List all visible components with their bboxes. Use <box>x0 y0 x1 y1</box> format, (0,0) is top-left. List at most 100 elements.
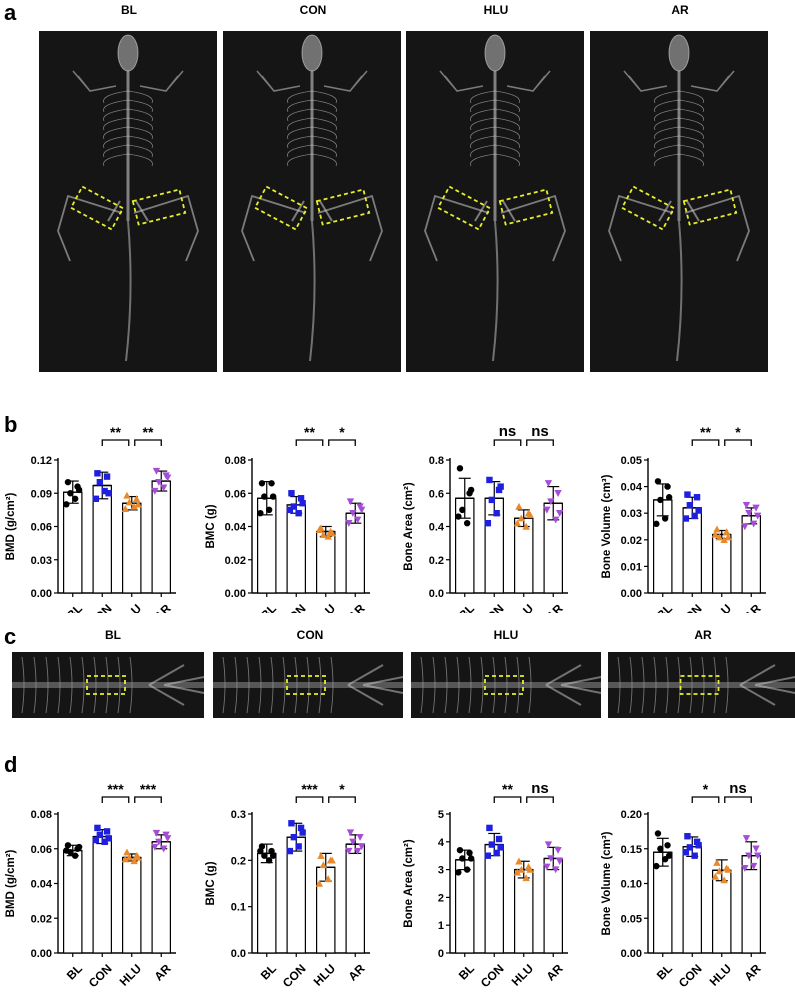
y-tick-label: 0.2 <box>231 855 246 867</box>
significance-label: * <box>703 781 709 797</box>
rib <box>470 90 520 104</box>
chart-svg: BMC (g)0.00.10.20.3BL CON HLU AR*** * <box>205 781 370 990</box>
rib <box>654 144 704 158</box>
xray-spine-hlu <box>411 652 601 718</box>
forelimb-left <box>72 70 117 92</box>
data-point-con <box>94 470 101 477</box>
bar-hlu <box>514 868 534 954</box>
data-point-bl <box>459 855 466 862</box>
significance-bracket <box>724 439 752 446</box>
data-point-con <box>682 849 690 856</box>
rib <box>103 117 153 131</box>
data-point-con <box>101 838 108 845</box>
xray-spine <box>213 656 403 714</box>
x-tick-label-ar: AR <box>543 961 565 983</box>
data-point-bl <box>258 480 266 487</box>
significance-bracket <box>295 439 324 446</box>
data-point-hlu <box>315 526 324 534</box>
panel-letter-d: d <box>4 752 18 777</box>
rib <box>470 108 520 122</box>
y-tick-label: 0.3 <box>231 809 246 821</box>
significance-label: * <box>735 424 741 440</box>
rib <box>287 144 337 158</box>
data-point-con <box>486 824 493 832</box>
hindlimb-left <box>424 194 490 262</box>
data-point-bl <box>261 852 268 859</box>
bar-hlu <box>316 530 336 594</box>
image-label-bl: BL <box>121 3 137 17</box>
panel-letter-c: c <box>4 624 17 649</box>
y-tick-label: 0.05 <box>621 913 642 925</box>
data-point-bl <box>665 494 673 501</box>
x-tick-label-con: CON <box>676 601 705 613</box>
significance-bracket <box>101 796 130 803</box>
data-point-con <box>101 487 108 495</box>
forelimb-right <box>690 70 735 92</box>
significance-bracket <box>691 796 720 803</box>
image-label-c-hlu: HLU <box>493 628 519 642</box>
data-point-bl <box>657 845 664 852</box>
x-tick-label-con: CON <box>478 961 507 990</box>
data-point-con <box>691 852 698 859</box>
data-point-bl <box>657 496 664 504</box>
rib <box>103 135 153 149</box>
data-point-con <box>290 503 298 510</box>
data-point-ar <box>357 506 366 514</box>
y-tick-label: 4 <box>438 837 445 849</box>
x-tick-label-bl: BL <box>456 601 477 613</box>
pelvis <box>347 664 403 706</box>
data-point-hlu <box>513 868 522 876</box>
data-point-hlu <box>724 533 732 541</box>
bar-ar <box>543 857 563 954</box>
rib <box>103 90 153 104</box>
hindlimb-right <box>317 194 383 262</box>
data-point-bl <box>455 513 462 520</box>
hindlimb-left <box>57 194 123 262</box>
rib <box>470 99 520 113</box>
data-point-bl <box>265 506 273 514</box>
xray-spine <box>12 656 204 714</box>
data-point-bl <box>653 520 660 528</box>
data-point-bl <box>269 493 277 500</box>
roi-box-left <box>69 185 125 231</box>
data-point-bl <box>269 852 277 859</box>
xray-image-con <box>223 31 401 372</box>
rib <box>654 153 704 167</box>
data-point-bl <box>64 842 72 849</box>
data-point-ar <box>544 480 553 487</box>
data-point-con <box>286 506 294 514</box>
data-point-bl <box>653 862 660 870</box>
rib <box>470 117 520 131</box>
tail <box>309 220 316 362</box>
y-axis-label: Bone Volume (cm³) <box>601 831 613 935</box>
data-point-con <box>96 831 104 839</box>
data-point-hlu <box>526 511 534 519</box>
chart-d1: BMD (g/cm²) 0.00 0.02 0.04 0.06 0.08 BL CON HLU A… <box>0 753 200 999</box>
x-tick-label-hlu: HLU <box>707 961 734 988</box>
xray-spine <box>411 656 601 714</box>
data-point-hlu <box>134 853 142 861</box>
data-point-hlu <box>315 879 324 887</box>
rib <box>654 117 704 131</box>
data-point-bl <box>654 830 662 837</box>
chart-svg: Bone Area (cm²) 0 1 2 3 4 5 BL CON HLU AR ** ns <box>403 780 568 990</box>
y-axis-label: Bone Area (cm²) <box>403 482 415 571</box>
y-tick-label: 0.1 <box>231 902 246 914</box>
data-point-hlu <box>713 858 721 866</box>
significance-label: ns <box>499 423 517 440</box>
x-tick-label-bl: BL <box>654 601 675 613</box>
data-point-ar <box>745 510 753 517</box>
data-point-con <box>288 490 295 497</box>
bar-hlu <box>712 533 732 594</box>
x-tick-label-con: CON <box>478 601 507 613</box>
data-point-ar <box>742 835 751 843</box>
y-axis-label: BMC (g) <box>205 861 217 905</box>
data-point-bl <box>257 510 264 517</box>
data-point-ar <box>159 845 168 853</box>
y-tick-label: 0.10 <box>621 879 642 891</box>
pelvis <box>739 664 795 706</box>
bar-con <box>92 835 112 954</box>
forelimb-left <box>256 70 301 92</box>
xray-image-hlu <box>406 31 584 372</box>
